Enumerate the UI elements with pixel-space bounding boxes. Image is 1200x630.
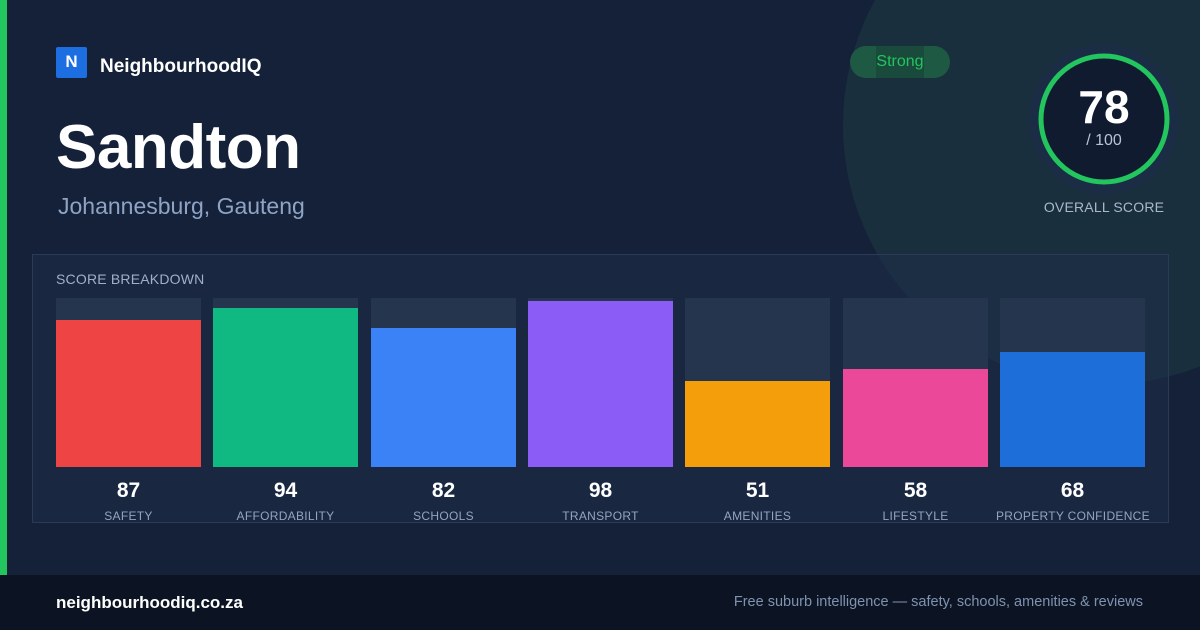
accent-stripe	[0, 0, 7, 575]
score-bar-amenities: 51 AMENITIES	[685, 298, 830, 523]
bar-label: TRANSPORT	[562, 509, 639, 523]
footer: neighbourhoodiq.co.za Free suburb intell…	[0, 575, 1200, 630]
overall-score-max: / 100	[1086, 132, 1122, 149]
bar-fill	[843, 369, 988, 467]
brand: N NeighbourhoodIQ	[56, 46, 261, 78]
overall-score-value: 78	[1078, 81, 1130, 133]
bar-label: SAFETY	[104, 509, 153, 523]
score-bar-transport: 98 TRANSPORT	[528, 298, 673, 523]
bar-label: AMENITIES	[723, 509, 792, 523]
bar-fill	[371, 328, 516, 467]
score-bar-affordability: 94 AFFORDABILITY	[213, 298, 358, 523]
overall-score-ring: 78 / 100	[1028, 43, 1180, 195]
bar-value: 87	[116, 479, 141, 502]
suburb-location: Johannesburg, Gauteng	[58, 193, 305, 219]
bar-fill	[528, 301, 673, 467]
bar-track	[56, 298, 201, 467]
suburb-title: Sandton	[56, 113, 301, 182]
score-bar-lifestyle: 58 LIFESTYLE	[843, 298, 988, 523]
footer-url: neighbourhoodiq.co.za	[56, 593, 243, 612]
bar-fill	[1000, 352, 1145, 467]
bar-track	[371, 298, 516, 467]
overall-score-label: OVERALL SCORE	[1043, 199, 1165, 215]
bar-value: 82	[431, 479, 456, 502]
score-breakdown-panel: SCORE BREAKDOWN 87 SAFETY 94 AFFORDABILITY 8…	[32, 254, 1169, 523]
bar-track	[213, 298, 358, 467]
bar-value: 94	[273, 479, 298, 502]
bar-label: AFFORDABILITY	[236, 509, 335, 523]
bar-track	[1000, 298, 1145, 467]
breakdown-title: SCORE BREAKDOWN	[56, 271, 205, 287]
rating-badge: Strong	[850, 46, 950, 78]
footer-tagline: Free suburb intelligence — safety, schoo…	[733, 594, 1143, 610]
bar-fill	[213, 308, 358, 467]
score-ring-icon	[1029, 44, 1179, 194]
score-bar-schools: 82 SCHOOLS	[371, 298, 516, 523]
bar-track	[528, 298, 673, 467]
bar-track	[685, 298, 830, 467]
bar-fill	[56, 320, 201, 467]
bar-label: SCHOOLS	[413, 509, 474, 523]
rating-badge-label: Strong	[876, 53, 924, 70]
bar-value: 51	[745, 479, 770, 502]
score-bar-safety: 87 SAFETY	[56, 298, 201, 523]
brand-logo-icon: N	[56, 46, 87, 78]
score-bar-property-confidence: 68 PROPERTY CONFIDENCE	[996, 298, 1150, 523]
bar-label: LIFESTYLE	[882, 509, 949, 523]
bar-fill	[685, 381, 830, 467]
bar-label: PROPERTY CONFIDENCE	[996, 509, 1150, 523]
bar-value: 58	[903, 479, 928, 502]
brand-name: NeighbourhoodIQ	[100, 56, 262, 77]
bar-value: 68	[1060, 479, 1085, 502]
bar-track	[843, 298, 988, 467]
breakdown-bars: 87 SAFETY 94 AFFORDABILITY 82 SCHOOLS 98 TRANSP…	[56, 298, 1150, 523]
bar-value: 98	[588, 479, 613, 502]
